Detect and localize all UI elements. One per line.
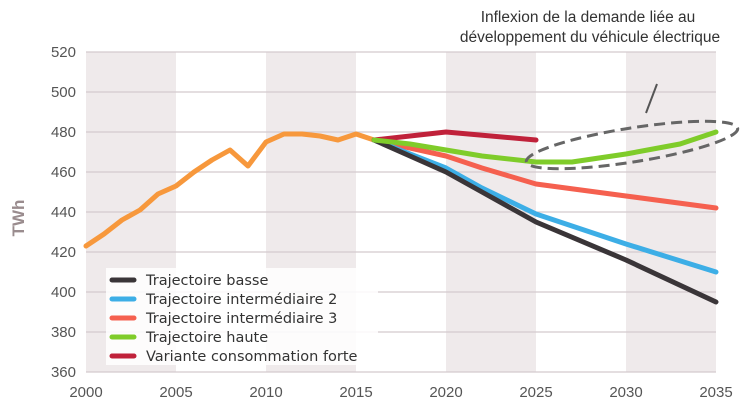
y-tick-label: 420 [51, 244, 76, 261]
y-tick-label: 380 [51, 324, 76, 341]
annotation-leader-line [645, 83, 658, 114]
x-tick-label: 2000 [69, 384, 102, 401]
series-line-variante-consommation-forte [371, 129, 539, 143]
x-tick-label: 2030 [609, 384, 642, 401]
annotation-line-2: développement du véhicule électrique [460, 29, 720, 46]
x-tick-label: 2015 [339, 384, 372, 401]
legend-label: Trajectoire intermédiaire 3 [145, 311, 337, 327]
y-tick-label: 440 [51, 204, 76, 221]
legend-item: Trajectoire basse [109, 273, 268, 289]
legend-label: Trajectoire intermédiaire 2 [145, 292, 337, 308]
y-tick-label: 520 [51, 44, 76, 61]
x-tick-label: 2010 [249, 384, 282, 401]
legend-background [106, 268, 378, 365]
series-lines [83, 129, 719, 305]
x-tick-label: 2020 [429, 384, 462, 401]
y-tick-label: 500 [51, 84, 76, 101]
x-tick-label: 2025 [519, 384, 552, 401]
x-tick-label: 2035 [699, 384, 732, 401]
y-tick-labels: 360 380 400 420 440 460 480 500 520 [51, 44, 76, 381]
legend-label: Trajectoire basse [145, 273, 268, 289]
series-line-history [83, 131, 377, 249]
y-axis-label: TWh [9, 200, 28, 237]
y-tick-label: 460 [51, 164, 76, 181]
x-tick-label: 2005 [159, 384, 192, 401]
annotation-dashed-ellipse [524, 119, 740, 171]
legend-item: Trajectoire haute [109, 330, 268, 346]
legend-item: Variante consommation forte [109, 349, 358, 365]
legend-item: Trajectoire intermédiaire 3 [109, 311, 337, 327]
series-line-trajectoire-haute [371, 129, 719, 165]
legend-item: Trajectoire intermédiaire 2 [109, 292, 337, 308]
series-line-trajectoire-basse [371, 137, 719, 305]
y-tick-label: 360 [51, 364, 76, 381]
y-tick-label: 400 [51, 284, 76, 301]
y-tick-label: 480 [51, 124, 76, 141]
x-tick-labels: 2000 2005 2010 2015 2020 2025 2030 2035 [69, 384, 732, 401]
legend-label: Variante consommation forte [146, 349, 358, 365]
annotation-line-1: Inflexion de la demande liée au [481, 9, 696, 26]
series-line-trajectoire-interm-diaire-3 [371, 137, 719, 211]
annotation: Inflexion de la demande liée au développ… [460, 9, 740, 171]
legend-label: Trajectoire haute [145, 330, 268, 346]
legend: Trajectoire basse Trajectoire intermédiai… [106, 268, 378, 365]
